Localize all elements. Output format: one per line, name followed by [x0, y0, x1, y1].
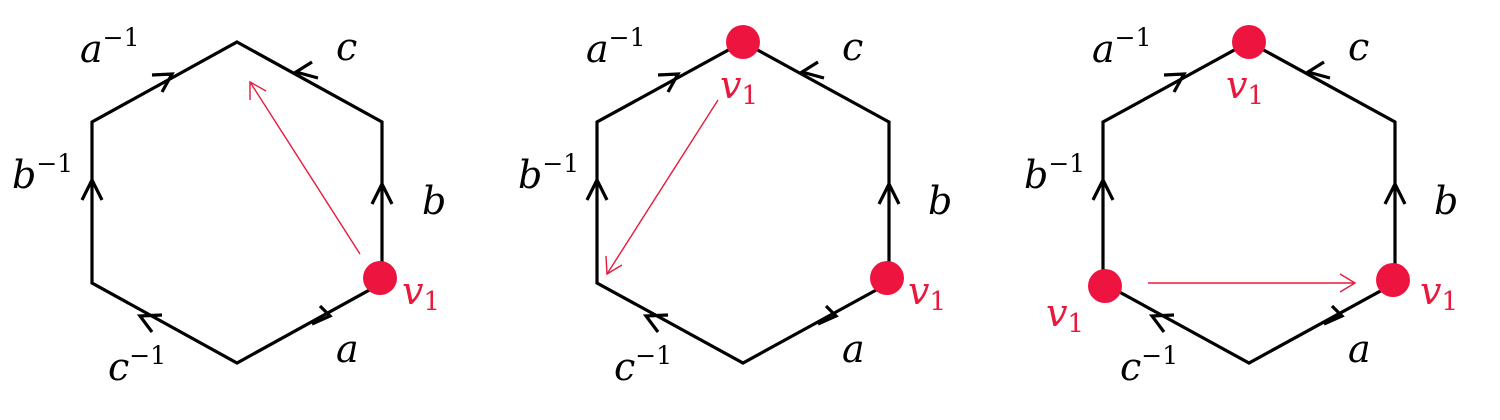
arrow-a: [817, 304, 839, 326]
arrow-a-inverse: [657, 72, 681, 93]
label-a: a: [842, 327, 865, 371]
panel-1: a−1 c b−1 b c−1 a v1: [12, 23, 446, 389]
label-b: b: [422, 179, 446, 223]
label-a: a: [336, 327, 359, 371]
arrow-b: [1383, 180, 1407, 205]
vertex-v1-top: [1232, 25, 1266, 59]
arrow-b-inverse: [585, 176, 609, 201]
arrow-c-inverse: [1148, 313, 1175, 333]
label-a: a: [1348, 327, 1371, 371]
label-c-inverse: c−1: [1120, 341, 1178, 389]
vertex-v1: [363, 261, 397, 295]
pointer-arrowhead: [605, 255, 623, 276]
label-c-inverse: c−1: [614, 341, 672, 389]
arrow-a-inverse: [151, 72, 175, 93]
label-b: b: [928, 179, 952, 223]
arrow-a: [1323, 304, 1345, 326]
label-b-inverse: b−1: [12, 149, 73, 197]
arrow-c-inverse: [136, 313, 163, 333]
arrow-c: [292, 60, 319, 80]
vertex-v1-right: [1376, 263, 1410, 297]
vertex-label-v1-right: v1: [1420, 269, 1458, 317]
arrow-a: [311, 304, 333, 326]
vertex-v1-left: [1088, 269, 1122, 303]
label-c: c: [336, 25, 357, 69]
hexagon: [1101, 40, 1397, 365]
arrow-b-inverse: [80, 176, 104, 201]
label-b-inverse: b−1: [518, 149, 579, 197]
label-a-inverse: a−1: [80, 23, 140, 71]
vertex-v1-top: [726, 25, 760, 59]
arrow-c: [1304, 60, 1331, 80]
arrow-c-inverse: [642, 313, 669, 333]
panel-2: a−1 c b−1 b c−1 a v1 v1: [518, 23, 952, 389]
label-c-inverse: c−1: [108, 341, 166, 389]
arrow-b-inverse: [1091, 176, 1115, 201]
label-c: c: [842, 25, 863, 69]
label-a-inverse: a−1: [1092, 23, 1152, 71]
vertex-label-v1-left: v1: [1046, 291, 1084, 339]
vertex-label-v1: v1: [402, 269, 440, 317]
arrow-b: [370, 180, 394, 205]
pointer-arrow: [249, 81, 361, 255]
vertex-label-v1-top: v1: [720, 63, 758, 111]
hexagon: [90, 40, 384, 365]
pointer-arrow: [606, 99, 719, 275]
vertex-label-v1-right: v1: [908, 269, 946, 317]
label-a-inverse: a−1: [586, 23, 646, 71]
label-b: b: [1434, 179, 1458, 223]
pointer-arrowhead: [249, 80, 267, 100]
hexagon: [595, 40, 891, 365]
pointer-arrowhead: [1339, 273, 1357, 293]
arrow-b: [877, 180, 901, 205]
label-c: c: [1348, 25, 1369, 69]
label-b-inverse: b−1: [1024, 149, 1085, 197]
vertex-v1-right: [870, 261, 904, 295]
arrow-c: [798, 60, 825, 80]
vertex-label-v1-top: v1: [1226, 63, 1264, 111]
panel-3: a−1 c b−1 b c−1 a v1 v1 v1: [1024, 23, 1458, 389]
arrow-a-inverse: [1163, 72, 1187, 93]
